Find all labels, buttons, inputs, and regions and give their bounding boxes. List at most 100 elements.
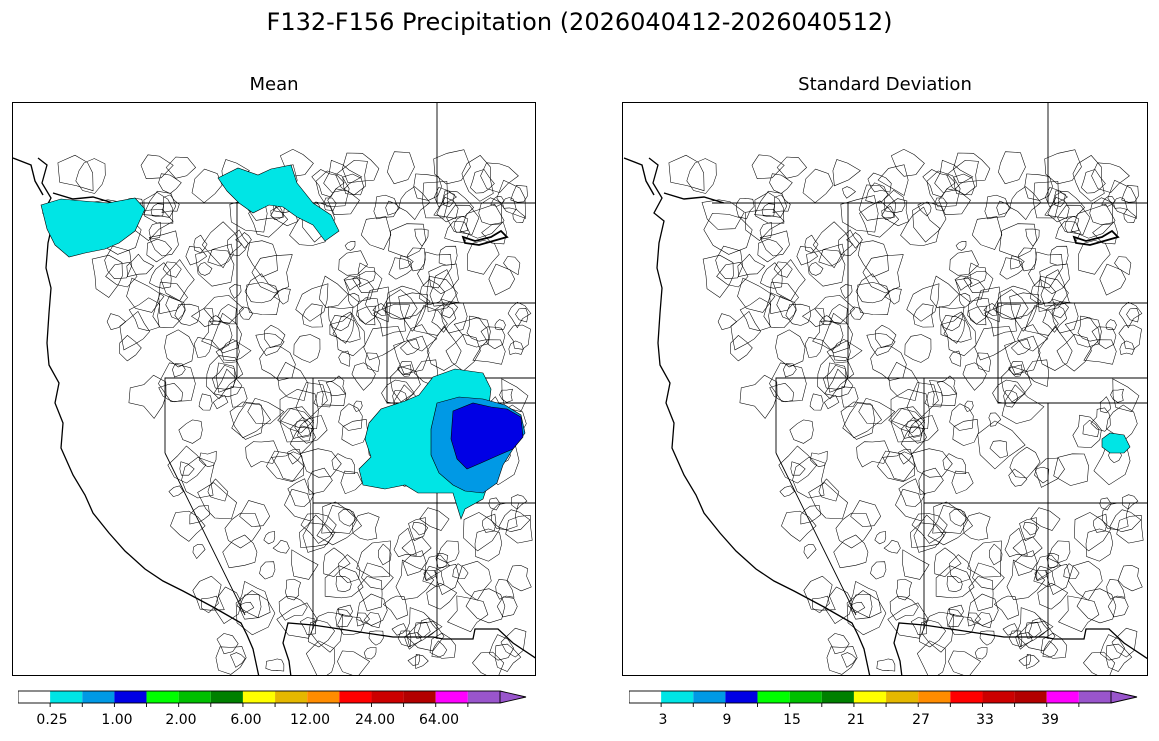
cbar-tick: 3	[658, 712, 668, 728]
basin-outline	[152, 292, 186, 328]
colorbar-segment	[371, 691, 404, 703]
basin-outline	[445, 333, 481, 372]
basin-outline	[148, 230, 179, 257]
state-boundary	[386, 302, 535, 404]
basin-outline	[796, 245, 819, 266]
cbar-tick: 39	[1041, 712, 1059, 728]
basin-outline	[1022, 522, 1040, 536]
basin-outline	[311, 611, 343, 653]
basin-outline	[771, 259, 806, 302]
basin-outline	[236, 580, 271, 619]
basin-outline	[974, 612, 993, 629]
basin-outline	[239, 500, 271, 527]
basin-outline	[870, 345, 907, 381]
basin-outline	[278, 595, 308, 621]
basin-outline	[436, 190, 474, 223]
basin-outline	[344, 277, 374, 302]
basin-outline	[305, 640, 336, 675]
basin-outline	[457, 560, 492, 601]
basin-outline	[866, 333, 896, 356]
basin-outline	[357, 576, 383, 612]
basin-outline	[778, 445, 818, 484]
basin-outline	[1105, 404, 1138, 442]
figure-title: F132-F156 Precipitation (2026040412-2026…	[266, 8, 893, 36]
basin-outline	[808, 482, 848, 520]
basin-outline	[779, 485, 795, 497]
basin-outline	[783, 363, 797, 378]
basin-outline	[338, 508, 356, 527]
basin-outline	[761, 203, 775, 217]
basin-outline	[1034, 457, 1065, 488]
colorbar-segment	[403, 691, 436, 703]
basin-outline	[143, 192, 174, 224]
basin-outline	[934, 159, 974, 193]
basin-outline	[231, 402, 264, 440]
basin-outline	[935, 565, 975, 599]
basin-outline	[1099, 396, 1111, 414]
basin-outline	[1093, 513, 1108, 533]
basin-outline	[775, 329, 806, 368]
basin-outline	[496, 179, 526, 219]
basin-outline	[279, 148, 314, 177]
basin-outline	[739, 297, 772, 331]
basin-outline	[849, 594, 873, 620]
basin-outline	[146, 238, 172, 263]
colorbar-segment	[307, 691, 340, 703]
basin-outline	[952, 418, 979, 446]
basin-outline	[968, 576, 994, 612]
basin-outline	[230, 652, 246, 668]
basin-outline	[510, 185, 528, 203]
basin-outline	[902, 549, 930, 580]
basin-outline	[883, 539, 901, 554]
basin-outline	[357, 305, 376, 326]
basin-outline	[337, 614, 365, 635]
basin-outline	[323, 547, 351, 578]
basin-outline	[168, 485, 184, 497]
basin-outline	[327, 188, 360, 215]
basin-outline	[158, 383, 183, 403]
basin-outline	[342, 152, 380, 184]
basin-outline	[949, 403, 974, 431]
basin-outline	[338, 350, 351, 367]
basin-outline	[222, 534, 258, 569]
basin-outline	[363, 647, 377, 660]
basin-outline	[927, 504, 973, 546]
basin-outline	[842, 402, 875, 440]
canada-coast	[13, 157, 114, 204]
basin-outline	[968, 305, 987, 326]
basin-outline	[887, 602, 929, 639]
basin-outline	[335, 608, 353, 628]
basin-outline	[857, 282, 891, 315]
basin-outline	[823, 395, 840, 410]
basin-outline	[229, 284, 242, 299]
basin-outline	[889, 595, 919, 621]
basin-outline	[785, 303, 812, 326]
basin-outline	[908, 415, 939, 444]
basin-outline	[158, 362, 196, 402]
basin-outline	[474, 528, 503, 562]
basin-outline	[1064, 215, 1080, 233]
basin-outline	[224, 512, 262, 549]
basin-outline	[126, 277, 165, 313]
shading-mean	[40, 164, 526, 520]
basin-outline	[352, 512, 380, 541]
colorbar-extend-arrow	[1110, 690, 1138, 704]
basin-outline	[389, 366, 421, 403]
basin-outline	[988, 412, 1002, 427]
basin-outline	[948, 604, 964, 617]
colorbar-segment	[275, 691, 308, 703]
basin-outline	[1037, 325, 1073, 371]
basin-outline	[329, 312, 366, 357]
basin-outline	[461, 155, 494, 202]
colorbar-segment	[467, 691, 500, 703]
basin-outline	[499, 388, 513, 403]
basin-outline	[1026, 653, 1040, 669]
basin-outline	[870, 561, 887, 580]
basin-outline	[246, 282, 280, 315]
basin-outline	[967, 540, 1002, 578]
basin-outline	[185, 245, 208, 266]
colorbar-mean	[18, 690, 527, 707]
panel-title-mean: Mean	[249, 74, 299, 95]
basin-outline	[388, 257, 413, 280]
basin-outline	[512, 208, 526, 223]
